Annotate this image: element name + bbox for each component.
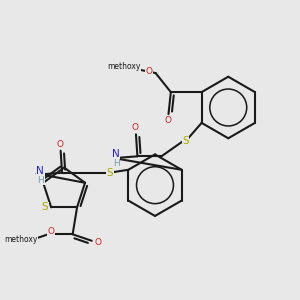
Text: H: H (112, 159, 119, 168)
Text: O: O (56, 140, 64, 149)
Text: O: O (94, 238, 102, 247)
Text: S: S (41, 202, 48, 212)
Text: S: S (107, 168, 113, 178)
Text: N: N (36, 166, 44, 176)
Text: O: O (164, 116, 171, 125)
Text: O: O (146, 67, 153, 76)
Text: O: O (47, 227, 55, 236)
Text: methoxy: methoxy (107, 62, 141, 71)
Text: H: H (37, 176, 44, 185)
Text: N: N (112, 149, 119, 159)
Text: methoxy: methoxy (5, 235, 38, 244)
Text: S: S (182, 136, 189, 146)
Text: O: O (132, 123, 139, 132)
